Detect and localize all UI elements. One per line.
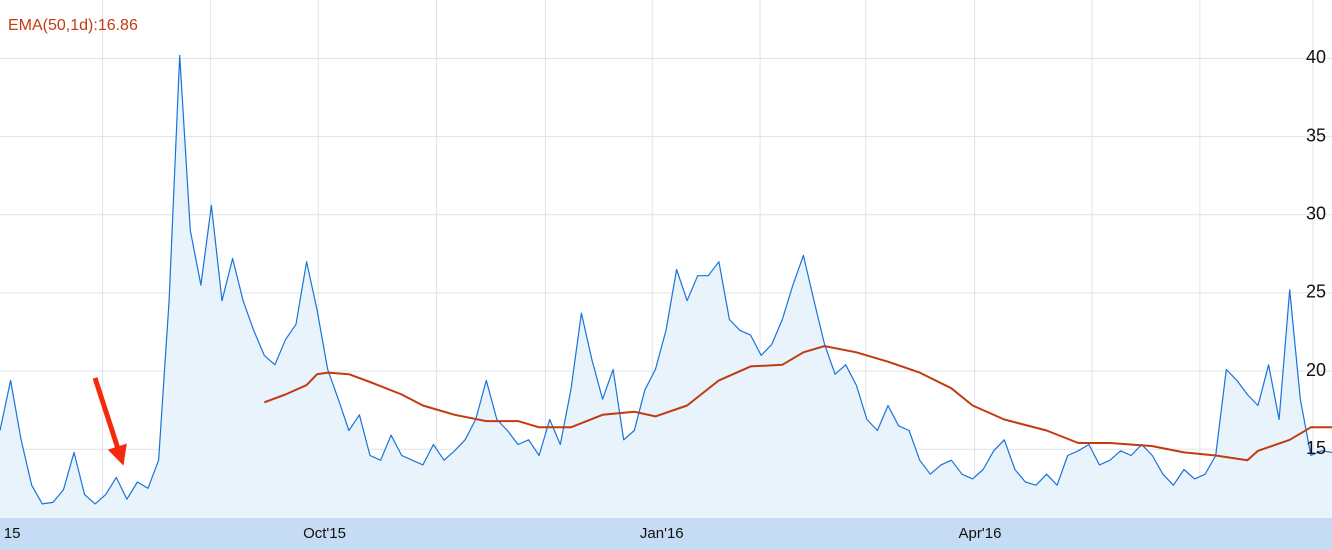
y-tick-label: 40	[1306, 47, 1326, 67]
y-tick-label: 30	[1306, 204, 1326, 224]
y-tick-label: 20	[1306, 360, 1326, 380]
area	[0, 55, 1332, 518]
x-tick-label: 15	[4, 525, 21, 542]
x-tick-label: Apr'16	[959, 525, 1002, 542]
y-tick-label: 15	[1306, 438, 1326, 458]
axes: 15 20 25 30 35 40 15 Oct'15 Jan'16 Apr'16	[4, 47, 1326, 542]
annotation-arrow	[92, 377, 127, 466]
x-axis-band	[0, 518, 1332, 550]
y-tick-label: 35	[1306, 125, 1326, 145]
y-tick-label: 25	[1306, 282, 1326, 302]
plot-area	[0, 54, 1332, 518]
line	[263, 345, 1332, 462]
x-tick-label: Oct'15	[303, 525, 346, 542]
x-tick-label: Jan'16	[640, 525, 684, 542]
line	[0, 54, 1332, 505]
legend-label: EMA(50,1d):16.86	[8, 17, 138, 34]
